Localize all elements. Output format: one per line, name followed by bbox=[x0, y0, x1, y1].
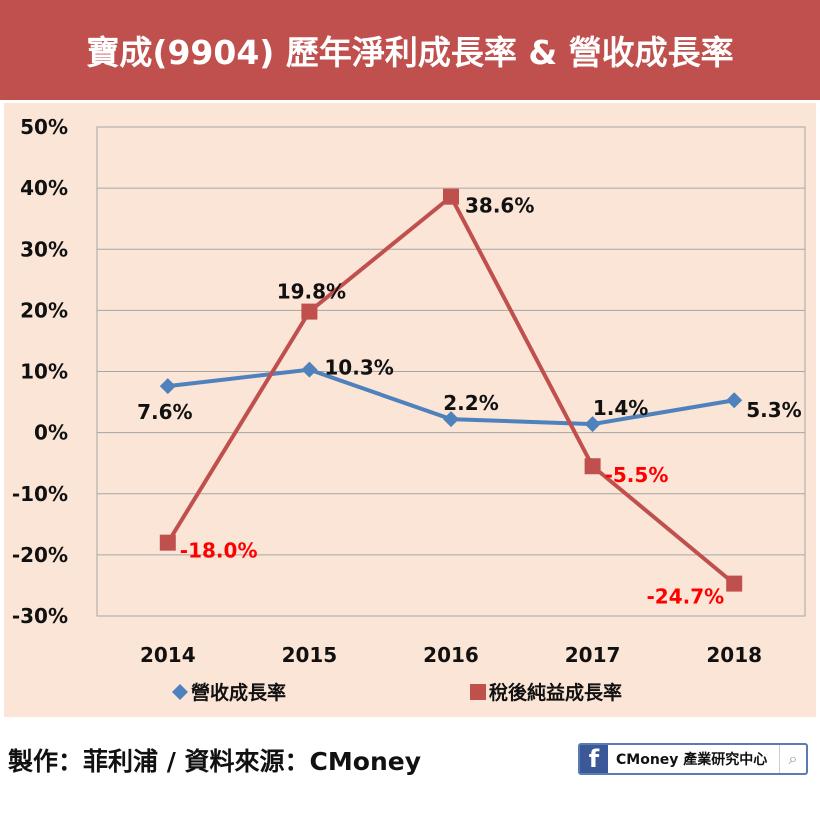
legend-marker bbox=[470, 684, 486, 700]
data-label: 1.4% bbox=[593, 396, 648, 420]
data-point-diamond bbox=[584, 416, 601, 433]
data-label: -18.0% bbox=[180, 539, 258, 563]
data-label: 2.2% bbox=[443, 391, 498, 415]
data-point-diamond bbox=[726, 392, 743, 409]
legend-marker bbox=[172, 684, 188, 700]
logo-text: CMoney 產業研究中心 bbox=[616, 752, 768, 768]
x-tick-label: 2014 bbox=[140, 643, 196, 667]
chart-title: 寶成(9904) 歷年淨利成長率 & 營收成長率 bbox=[0, 0, 820, 100]
line-chart: 50% 40% 30% 20% 10% 0% -10% -20% -30% 2014 2015 201… bbox=[12, 115, 806, 704]
data-point-square bbox=[159, 534, 176, 551]
x-tick-label: 2018 bbox=[706, 643, 762, 667]
data-point-square bbox=[584, 458, 601, 475]
legend-label: 營收成長率 bbox=[191, 681, 286, 704]
data-point-diamond bbox=[443, 411, 459, 428]
y-tick-label: 40% bbox=[20, 176, 68, 200]
data-label: 5.3% bbox=[746, 398, 801, 422]
y-tick-label: 10% bbox=[20, 360, 68, 384]
y-tick-label: -10% bbox=[12, 482, 68, 506]
data-point-square bbox=[443, 188, 459, 205]
data-point-diamond bbox=[301, 361, 318, 378]
facebook-icon: f bbox=[580, 745, 608, 773]
data-point-square bbox=[301, 303, 318, 320]
data-point-square bbox=[726, 575, 743, 592]
data-label: -24.7% bbox=[647, 585, 725, 609]
cmoney-logo: f CMoney 產業研究中心 ⌕ bbox=[578, 743, 808, 775]
data-label: 10.3% bbox=[324, 356, 393, 380]
data-label: 38.6% bbox=[465, 194, 534, 218]
data-point-diamond bbox=[159, 378, 176, 395]
x-tick-label: 2016 bbox=[423, 643, 479, 667]
y-tick-label: -30% bbox=[12, 604, 68, 628]
legend-label: 稅後純益成長率 bbox=[489, 681, 622, 704]
x-tick-label: 2017 bbox=[565, 643, 621, 667]
y-tick-label: 30% bbox=[20, 237, 68, 261]
data-label: 7.6% bbox=[137, 400, 192, 424]
data-label: 19.8% bbox=[277, 280, 346, 304]
series-line-1 bbox=[166, 193, 736, 586]
x-tick-label: 2015 bbox=[282, 643, 338, 667]
data-label: -5.5% bbox=[605, 463, 669, 487]
credit-text: 製作：菲利浦 / 資料來源：CMoney bbox=[8, 747, 421, 776]
y-tick-label: 0% bbox=[34, 421, 68, 445]
y-tick-label: 50% bbox=[20, 115, 68, 139]
y-tick-label: 20% bbox=[20, 298, 68, 322]
search-icon: ⌕ bbox=[779, 745, 806, 773]
y-tick-label: -20% bbox=[12, 543, 68, 567]
